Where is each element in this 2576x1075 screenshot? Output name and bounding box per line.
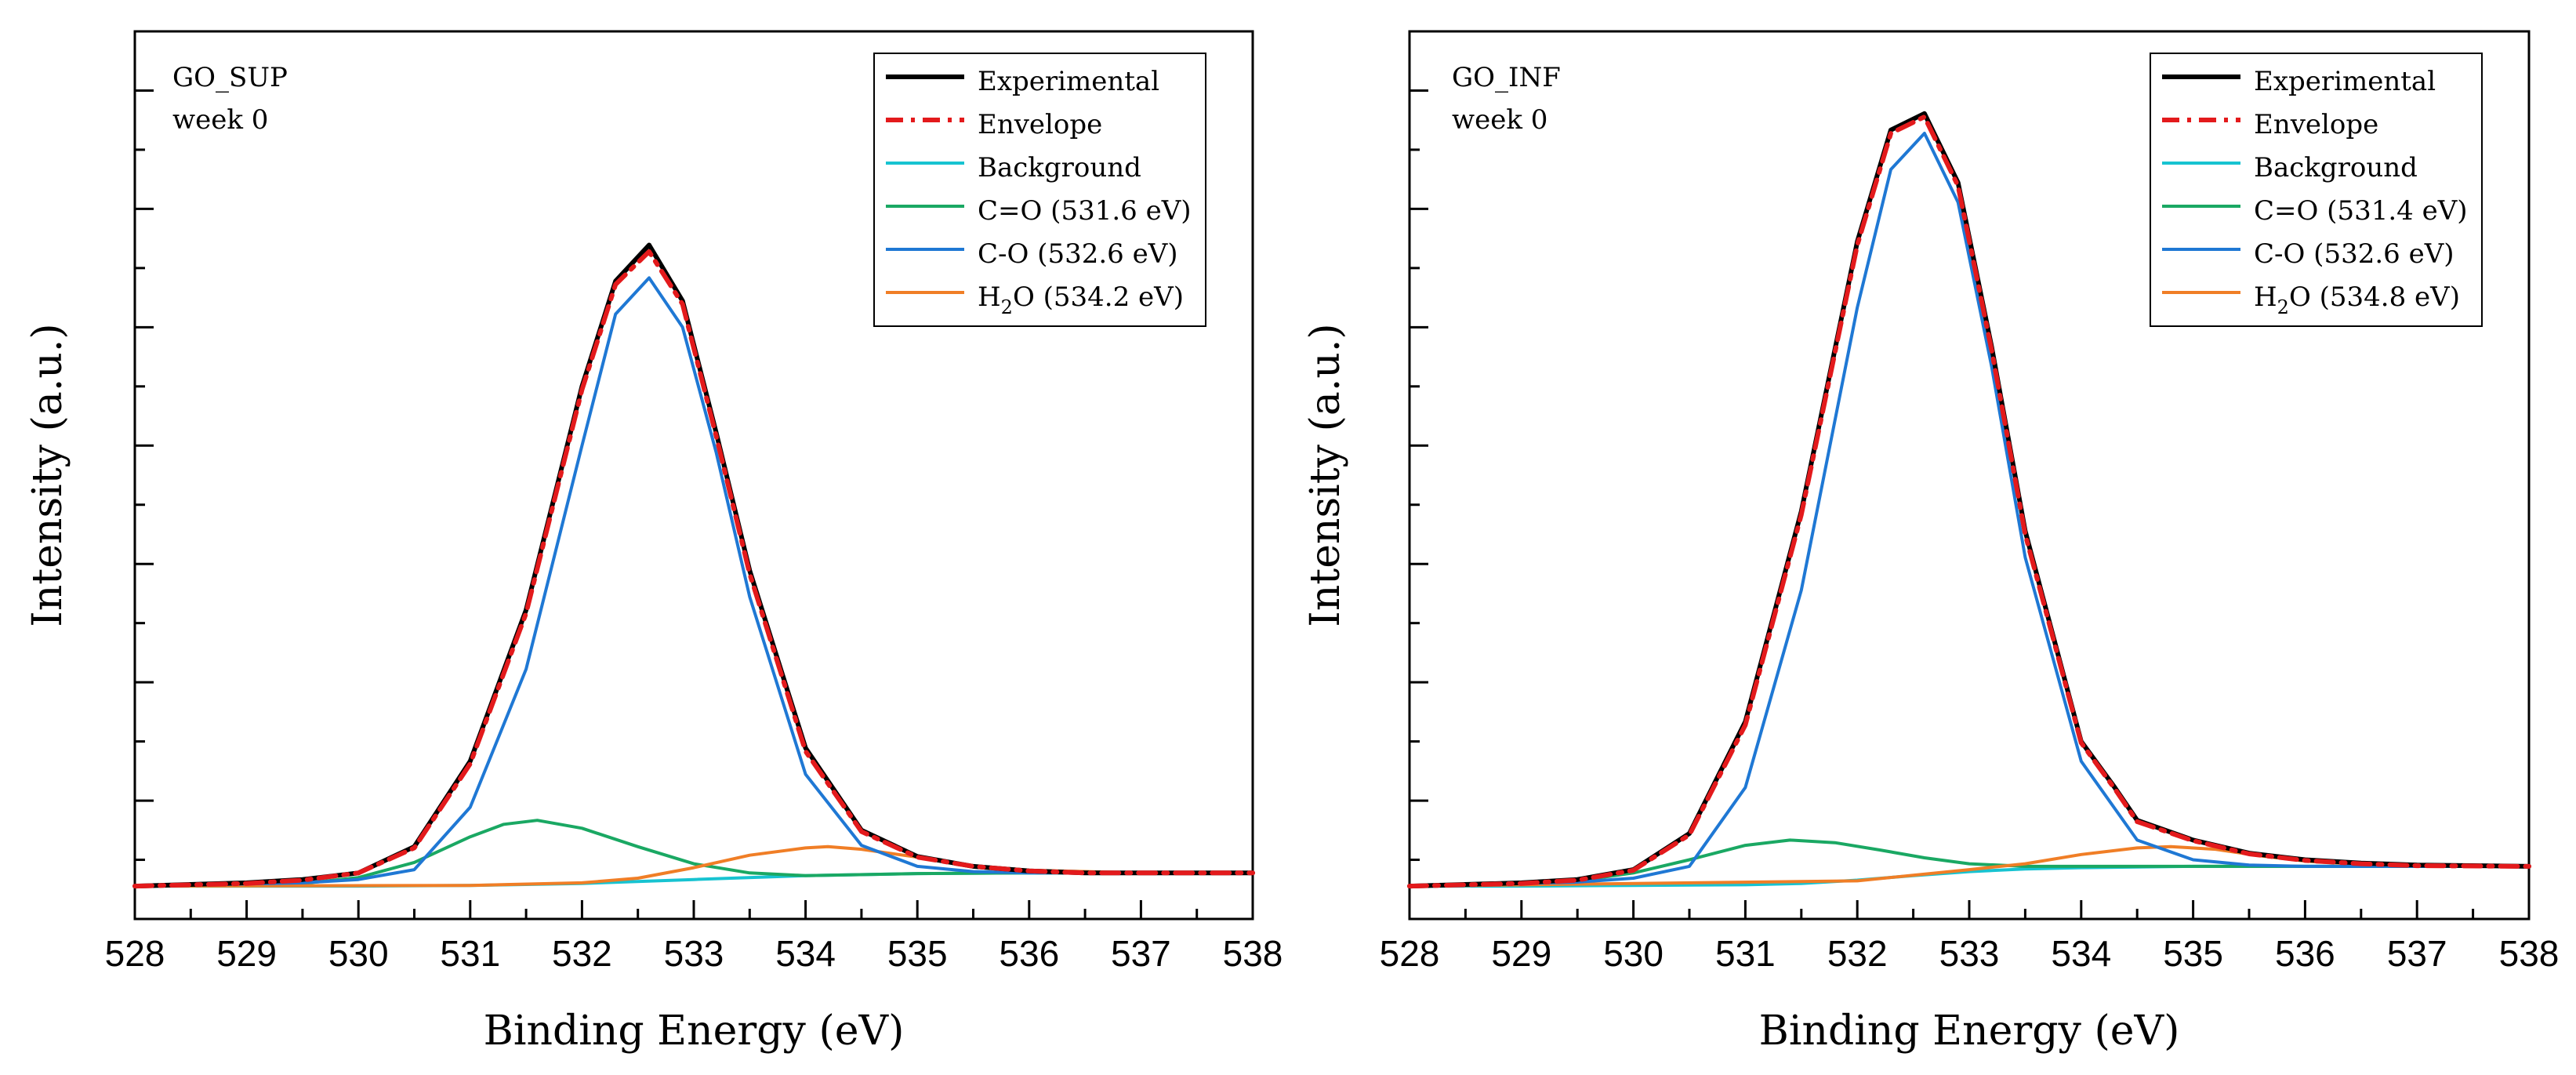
series-line-c-o-531-6-ev: [133, 819, 1254, 888]
legend-label-c-double-o: C=O (531.6 eV): [978, 195, 1192, 227]
legend-label-envelope: Envelope: [978, 109, 1102, 140]
x-tick-label: 538: [2499, 933, 2560, 974]
tick-marks: [1408, 89, 2531, 919]
series-line-c-o-532-6-ev: [1408, 132, 2531, 888]
period-label: week 0: [172, 104, 268, 136]
x-tick-label: 531: [1715, 933, 1776, 974]
x-tick-label: 533: [664, 933, 724, 974]
sample-label: GO_INF: [1452, 62, 1561, 93]
series-lines: [1407, 111, 2531, 889]
x-tick-label: 528: [105, 933, 165, 974]
y-axis-label: Intensity (a.u.): [1302, 323, 1349, 626]
series-line-envelope: [1407, 114, 2531, 889]
sample-label: GO_SUP: [172, 62, 288, 93]
legend-label-h2o: H2O (534.8 eV): [2254, 281, 2460, 318]
legend: Experimental Envelope Background C=O (53…: [2150, 53, 2483, 327]
x-tick-label: 535: [887, 933, 948, 974]
legend-label-c-single-o: C-O (532.6 eV): [978, 238, 1178, 270]
x-tick-label: 531: [440, 933, 500, 974]
series-line-envelope: [132, 249, 1255, 889]
series-line-c-o-532-6-ev: [133, 276, 1254, 888]
chart-panel-go-sup: 528 529 530 531 532 533 534 535 536 537 538 GO_SUP…: [24, 30, 1283, 1055]
legend-label-experimental: Experimental: [2254, 66, 2436, 97]
legend: Experimental Envelope Background C=O (53…: [873, 53, 1206, 327]
y-axis-label: Intensity (a.u.): [24, 323, 71, 626]
legend-swatches: [886, 74, 964, 294]
legend-label-experimental: Experimental: [978, 66, 1159, 97]
x-tick-label: 536: [999, 933, 1059, 974]
legend-label-background: Background: [978, 152, 1141, 183]
x-tick-label: 534: [2051, 933, 2111, 974]
legend-swatches: [2162, 74, 2240, 294]
x-axis-label: Binding Energy (eV): [484, 1008, 905, 1055]
legend-label-h2o: H2O (534.2 eV): [978, 281, 1184, 318]
x-tick-label: 533: [1939, 933, 2000, 974]
legend-label-c-single-o: C-O (532.6 eV): [2254, 238, 2454, 270]
legend-box: [873, 53, 1206, 327]
x-tick-label: 534: [775, 933, 836, 974]
x-axis-label: Binding Energy (eV): [1759, 1008, 2180, 1055]
chart-panel-go-inf: 528 529 530 531 532 533 534 535 536 537 538 GO_INF…: [1302, 30, 2560, 1055]
tick-marks: [133, 89, 1254, 919]
x-tick-label: 529: [1491, 933, 1551, 974]
legend-label-c-double-o: C=O (531.4 eV): [2254, 195, 2468, 227]
x-tick-label: 529: [216, 933, 277, 974]
x-tick-label: 537: [1111, 933, 1171, 974]
x-tick-labels: 528 529 530 531 532 533 534 535 536 537 538: [1380, 933, 2560, 974]
x-tick-labels: 528 529 530 531 532 533 534 535 536 537 538: [105, 933, 1283, 974]
x-tick-label: 538: [1223, 933, 1283, 974]
x-tick-label: 536: [2275, 933, 2335, 974]
x-tick-label: 530: [1603, 933, 1664, 974]
legend-box: [2150, 53, 2483, 327]
x-tick-label: 532: [1827, 933, 1888, 974]
x-tick-label: 530: [328, 933, 389, 974]
x-tick-label: 532: [552, 933, 612, 974]
x-tick-label: 528: [1380, 933, 1440, 974]
legend-label-background: Background: [2254, 152, 2418, 183]
period-label: week 0: [1452, 104, 1547, 136]
x-tick-label: 537: [2387, 933, 2447, 974]
legend-label-envelope: Envelope: [2254, 109, 2378, 140]
series-lines: [132, 242, 1255, 889]
x-tick-label: 535: [2163, 933, 2223, 974]
